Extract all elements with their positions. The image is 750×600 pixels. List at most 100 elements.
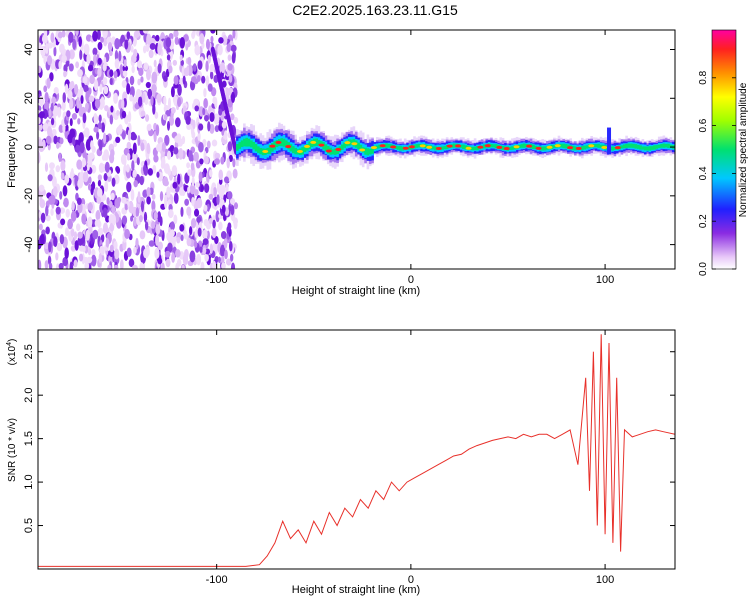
- spectrogram-noise-blob: [189, 250, 196, 263]
- spectrogram-noise-blob: [226, 43, 232, 53]
- spectrogram-noise-blob: [212, 228, 217, 239]
- spectrogram-noise-blob: [166, 150, 172, 160]
- spectrogram-band-cell: [387, 143, 391, 148]
- spectrogram-band-cell: [396, 146, 400, 150]
- spectrogram-noise-blob: [140, 200, 145, 213]
- spectrogram-noise-blob: [83, 43, 90, 55]
- spectrogram-noise-blob: [149, 42, 156, 50]
- spectrogram-noise-blob: [132, 35, 137, 47]
- spectrogram-noise-blob: [177, 97, 182, 108]
- spectrogram-noise-blob: [219, 185, 225, 197]
- spectrogram-band-cell: [650, 146, 654, 150]
- spectrogram-noise-blob: [188, 150, 193, 162]
- spectrogram-noise-blob: [45, 214, 51, 222]
- spectrogram-noise-blob: [143, 248, 149, 259]
- spectrogram-band-cell: [520, 144, 524, 148]
- spectrogram-noise-blob: [100, 96, 105, 107]
- spectrogram-noise-blob: [103, 85, 109, 95]
- spectrogram-band-cell: [254, 143, 258, 152]
- spectrogram-band-cell: [259, 147, 262, 155]
- spectrogram-noise-blob: [110, 149, 115, 158]
- spectrogram-noise-blob: [157, 241, 163, 251]
- spectrogram-band-cell: [378, 144, 381, 149]
- spectrogram-noise-blob: [196, 216, 202, 223]
- spectrogram-noise-blob: [77, 231, 83, 239]
- snr-series-line: [38, 334, 675, 567]
- spectrogram-noise-blob: [97, 121, 103, 130]
- spectrogram-noise-blob: [87, 248, 92, 256]
- spectrogram-noise-blob: [164, 197, 168, 209]
- spectrogram-band-cell: [473, 146, 477, 151]
- spectrogram-noise-blob: [42, 122, 49, 132]
- spectrogram-band-cell: [366, 148, 370, 156]
- spectrogram-noise-blob: [214, 125, 220, 133]
- spectrogram-band-cell: [646, 146, 649, 151]
- spectrogram-noise-blob: [172, 59, 178, 66]
- spectrogram-noise-blob: [70, 228, 75, 237]
- spectrogram-band-cell: [643, 146, 647, 151]
- spectrogram-noise-blob: [109, 114, 114, 125]
- spectrogram-noise-blob: [170, 107, 176, 114]
- spectrogram-y-tick-label: 40: [23, 43, 35, 55]
- spectrogram-noise-blob: [171, 165, 178, 177]
- spectrogram-noise-blob: [196, 253, 202, 266]
- spectrogram-noise-blob: [78, 253, 84, 262]
- spectrogram-noise-blob: [135, 207, 140, 218]
- spectrogram-noise-blob: [96, 30, 101, 41]
- spectrogram-noise-blob: [198, 123, 204, 131]
- spectrogram-noise-blob: [208, 218, 213, 225]
- spectrogram-noise-blob: [230, 91, 236, 104]
- spectrogram-noise-blob: [137, 135, 141, 147]
- spectrogram-noise-blob: [194, 208, 200, 217]
- spectrogram-band-cell: [434, 146, 437, 151]
- spectrogram-noise-blob: [187, 56, 192, 66]
- spectrogram-noise-blob: [157, 63, 162, 74]
- spectrogram-noise-blob: [228, 241, 233, 252]
- spectrogram-noise-blob: [41, 34, 48, 44]
- spectrogram-noise-blob: [127, 129, 132, 142]
- spectrogram-peak-blob: [567, 146, 574, 150]
- spectrogram-noise-blob: [48, 262, 53, 269]
- colorbar-tick-label: 0.6: [698, 118, 709, 132]
- spectrogram-band-cell: [560, 143, 563, 148]
- spectrogram-noise-blob: [223, 238, 228, 249]
- spectrogram-noise-blob: [163, 75, 168, 82]
- spectrogram-noise-blob: [82, 171, 89, 183]
- spectrogram-noise-blob: [205, 75, 210, 88]
- spectrogram-peak-blob: [455, 144, 462, 148]
- spectrogram-noise-blob: [82, 76, 88, 84]
- spectrogram-noise-blob: [233, 202, 239, 210]
- spectrogram-noise-blob: [104, 105, 109, 112]
- spectrogram-noise-blob: [177, 173, 181, 185]
- spectrogram-peak-blob: [402, 146, 409, 150]
- spectrogram-noise-blob: [56, 242, 63, 252]
- spectrogram-noise-blob: [55, 165, 61, 173]
- spectrogram-band-cell: [492, 144, 496, 148]
- spectrogram-noise-blob: [114, 248, 120, 260]
- spectrogram-noise-blob: [163, 114, 168, 121]
- spectrogram-noise-blob: [145, 69, 151, 81]
- spectrogram-band-cell: [627, 143, 631, 148]
- spectrogram-band-cell: [282, 138, 286, 147]
- spectrogram-noise-blob: [171, 252, 176, 263]
- spectrogram-noise-blob: [230, 44, 237, 52]
- spectrogram-band-cell: [243, 138, 246, 147]
- spectrogram-noise-blob: [176, 236, 181, 244]
- spectrogram-noise-blob: [38, 223, 43, 231]
- spectrogram-peak-blob: [310, 140, 317, 144]
- spectrogram-noise-blob: [41, 139, 46, 151]
- spectrogram-noise-blob: [210, 35, 214, 43]
- snr-x-ticks: -100 0 100: [206, 330, 614, 586]
- spectrogram-noise-blob: [52, 105, 59, 117]
- spectrogram-noise-blob: [43, 242, 50, 249]
- spectrogram-noise-blob: [123, 59, 127, 68]
- spectrogram-noise-blob: [216, 194, 220, 206]
- spectrogram-noise-blob: [180, 59, 185, 66]
- spectrogram-noise-blob: [209, 243, 214, 254]
- spectrogram-noise-blob: [107, 42, 113, 51]
- spectrogram-band-cell: [522, 143, 526, 148]
- spectrogram-band-cell: [431, 146, 435, 150]
- spectrogram-noise-blob: [192, 63, 197, 72]
- spectrogram-noise-blob: [177, 138, 184, 147]
- spectrogram-band-cell: [634, 144, 638, 149]
